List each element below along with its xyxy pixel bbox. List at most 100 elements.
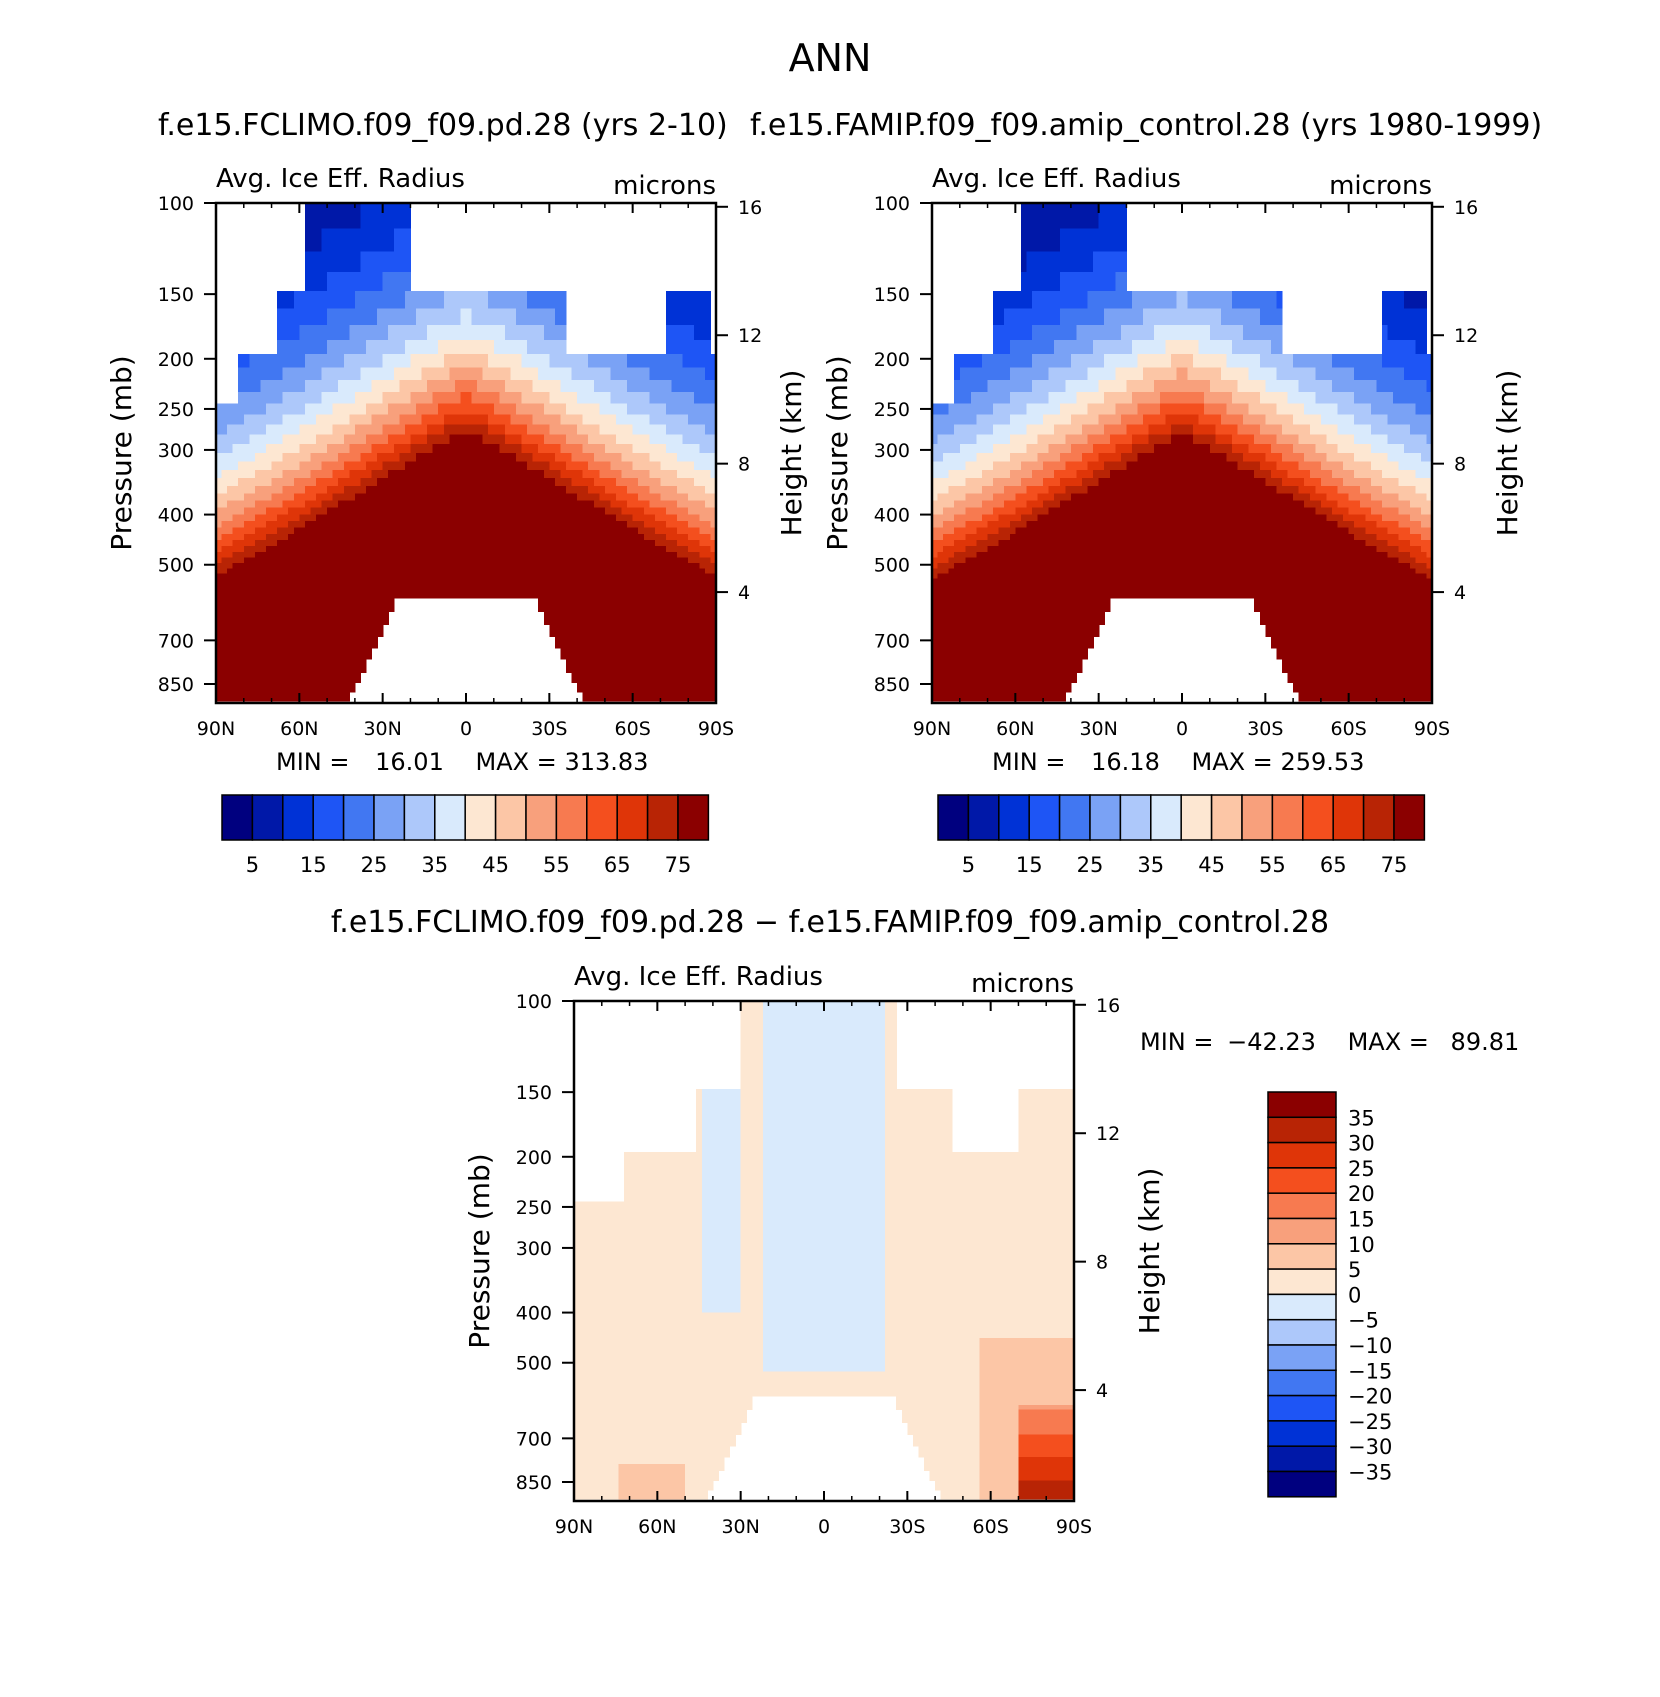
- colorbar-label: 75: [665, 853, 692, 877]
- contour-cell: [643, 669, 650, 674]
- contour-cell: [604, 672, 612, 677]
- contour-cell: [654, 662, 662, 667]
- contour-cell: [454, 452, 462, 463]
- contour-cell: [704, 616, 712, 621]
- contour-cell: [682, 669, 689, 674]
- contour-cell: [466, 562, 473, 569]
- contour-cell: [604, 611, 612, 617]
- contour-cell: [538, 546, 545, 553]
- contour-cell: [277, 514, 284, 522]
- contour-cell: [299, 403, 306, 415]
- contour-cell: [288, 514, 295, 522]
- contour-cell: [532, 367, 539, 381]
- contour-cell: [466, 452, 473, 463]
- contour-cell: [627, 607, 634, 613]
- contour-cell: [610, 533, 617, 541]
- contour-cell: [610, 527, 617, 535]
- contour-cell: [332, 527, 339, 535]
- contour-cell: [327, 672, 334, 677]
- contour-cell: [293, 598, 300, 604]
- contour-cell: [704, 514, 712, 522]
- contour-cell: [577, 521, 584, 529]
- contour-cell: [232, 647, 239, 653]
- contour-cell: [343, 367, 350, 381]
- contour-cell: [654, 434, 662, 445]
- contour-cell: [932, 651, 939, 656]
- contour-cell: [671, 624, 678, 630]
- contour-cell: [616, 598, 623, 604]
- contour-cell: [460, 470, 467, 479]
- contour-cell: [554, 611, 562, 617]
- contour-cell: [227, 611, 234, 617]
- contour-cell: [282, 340, 289, 355]
- contour-cell: [249, 461, 256, 471]
- contour-cell: [932, 611, 939, 617]
- contour-cell: [382, 551, 389, 558]
- contour-cell: [316, 651, 323, 656]
- contour-cell: [338, 272, 345, 292]
- contour-cell: [532, 340, 539, 355]
- contour-cell: [277, 367, 284, 381]
- contour-cell: [293, 340, 300, 355]
- contour-cell: [366, 340, 373, 355]
- contour-cell: [643, 578, 650, 585]
- contour-cell: [616, 354, 623, 369]
- contour-cell: [588, 514, 595, 522]
- contour-cell: [343, 616, 350, 621]
- contour-cell: [499, 521, 506, 529]
- contour-cell: [293, 527, 300, 535]
- contour-cell: [521, 578, 528, 585]
- contour-cell: [560, 485, 567, 494]
- contour-cell: [588, 624, 595, 630]
- contour-cell: [654, 443, 662, 454]
- contour-cell: [221, 557, 228, 564]
- contour-cell: [271, 403, 278, 415]
- contour-cell: [282, 672, 289, 677]
- contour-cell: [571, 651, 578, 656]
- contour-cell: [638, 485, 645, 494]
- contour-cell: [593, 533, 600, 541]
- contour-cell: [649, 658, 656, 663]
- contour-cell: [382, 443, 389, 454]
- contour-cell: [616, 367, 623, 381]
- contour-cell: [549, 583, 556, 590]
- contour-cell: [282, 628, 289, 634]
- contour-cell: [316, 461, 323, 471]
- contour-cell: [527, 521, 534, 529]
- contour-cell: [688, 514, 695, 522]
- contour-cell: [549, 578, 556, 585]
- contour-cell: [216, 655, 223, 660]
- contour-cell: [604, 655, 612, 660]
- contour-cell: [304, 562, 312, 569]
- contour-cell: [554, 620, 562, 625]
- contour-cell: [616, 470, 623, 479]
- contour-cell: [577, 632, 584, 638]
- contour-cell: [254, 620, 262, 625]
- contour-cell: [693, 655, 700, 660]
- contour-cell: [937, 679, 944, 683]
- contour-cell: [243, 521, 250, 529]
- contour-cell: [510, 291, 517, 310]
- contour-cell: [427, 493, 434, 502]
- contour-cell: [710, 620, 717, 625]
- contour-cell: [627, 521, 634, 529]
- contour-cell: [299, 588, 306, 594]
- contour-cell: [704, 392, 712, 404]
- contour-cell: [354, 647, 362, 653]
- units-label: microns: [613, 171, 716, 201]
- contour-cell: [937, 658, 944, 663]
- contour-cell: [582, 578, 589, 585]
- contour-cell: [937, 533, 944, 541]
- contour-cell: [277, 655, 284, 660]
- contour-cell: [666, 557, 673, 564]
- contour-cell: [660, 607, 667, 613]
- contour-cell: [671, 493, 678, 502]
- contour-cell: [377, 434, 384, 445]
- contour-cell: [354, 367, 362, 381]
- contour-cell: [366, 632, 373, 638]
- contour-cell: [704, 682, 712, 687]
- contour-cell: [293, 593, 300, 599]
- contour-cell: [343, 694, 350, 699]
- contour-cell: [282, 583, 289, 590]
- contour-cell: [260, 636, 267, 641]
